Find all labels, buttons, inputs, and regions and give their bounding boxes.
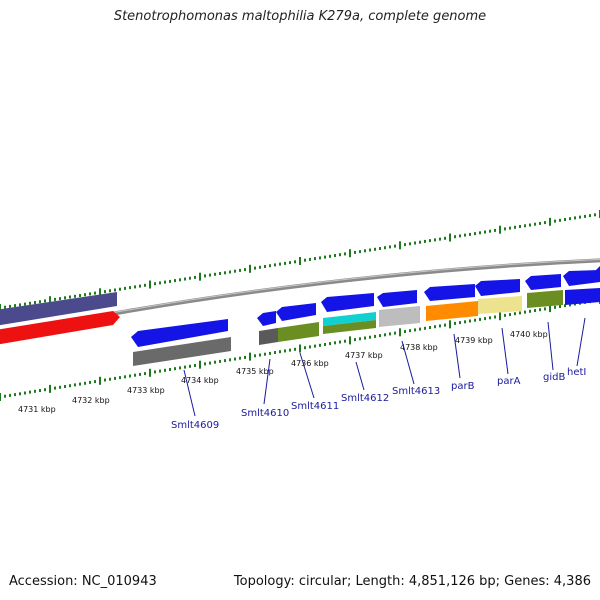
gene-label[interactable]: Smlt4609 — [171, 420, 219, 431]
kbp-label: 4738 kbp — [400, 343, 438, 352]
gene-feature-purple — [0, 292, 117, 326]
gene-feature-parb — [424, 284, 475, 301]
gene-feature-smlt4612-rna — [323, 320, 376, 334]
gene-feature-smlt4613 — [377, 290, 417, 307]
kbp-label: 4737 kbp — [345, 351, 383, 360]
leader-line — [453, 333, 461, 379]
gene-feature-smlt4609-rna — [133, 337, 231, 366]
gene-feature-heti — [563, 270, 600, 286]
kbp-label: 4734 kbp — [181, 376, 219, 385]
kbp-label: 4731 kbp — [18, 405, 56, 414]
gene-feature-red — [0, 311, 120, 345]
gene-feature-para — [475, 279, 520, 296]
leader-line — [576, 317, 586, 367]
gene-label[interactable]: Smlt4612 — [341, 393, 389, 404]
gene-feature-smlt4611 — [276, 303, 316, 321]
gene-feature-para-rna — [478, 296, 522, 314]
kbp-label: 4732 kbp — [72, 396, 110, 405]
gene-label[interactable]: parA — [497, 376, 521, 387]
leader-line — [299, 352, 315, 399]
leader-line — [183, 369, 196, 417]
leader-line — [501, 327, 509, 375]
kbp-label: 4735 kbp — [236, 367, 274, 376]
gene-feature-gidb-rna — [527, 290, 563, 308]
map-title: Stenotrophomonas maltophilia K279a, comp… — [113, 9, 487, 24]
inner-tick-ring — [0, 296, 600, 401]
gene-feature-smlt4612-cyan — [323, 312, 376, 326]
gene-feature-smlt4612 — [321, 293, 374, 312]
gene-feature-edge — [596, 266, 600, 282]
gene-label[interactable]: Smlt4610 — [241, 408, 289, 419]
gene-label[interactable]: hetI — [567, 367, 586, 378]
leader-line — [355, 361, 365, 391]
gene-label[interactable]: Smlt4613 — [392, 386, 440, 397]
leader-line — [263, 358, 271, 405]
gene-feature-smlt4610-rna — [259, 328, 278, 345]
kbp-label: 4740 kbp — [510, 330, 548, 339]
gene-leader-lines — [183, 317, 586, 417]
leader-line — [547, 321, 554, 371]
kbp-label: 4736 kbp — [291, 359, 329, 368]
gene-feature-heti-lower — [565, 288, 600, 305]
gene-feature-smlt4609 — [131, 319, 228, 347]
gene-label[interactable]: gidB — [543, 372, 565, 383]
genome-summary-text: Topology: circular; Length: 4,851,126 bp… — [233, 574, 591, 589]
kbp-label: 4733 kbp — [127, 386, 165, 395]
gene-label[interactable]: Smlt4611 — [291, 401, 339, 412]
leader-line — [401, 340, 415, 385]
kbp-label: 4739 kbp — [455, 336, 493, 345]
outer-tick-ring — [0, 210, 600, 312]
gene-feature-gidb — [525, 274, 561, 290]
gene-feature-smlt4611-rna — [278, 322, 319, 342]
gene-feature-smlt4613-rna — [379, 306, 420, 327]
gene-label[interactable]: parB — [451, 381, 475, 392]
gene-feature-smlt4610 — [257, 311, 276, 326]
gene-feature-parb-rna — [426, 301, 478, 321]
accession-text: Accession: NC_010943 — [9, 574, 157, 589]
